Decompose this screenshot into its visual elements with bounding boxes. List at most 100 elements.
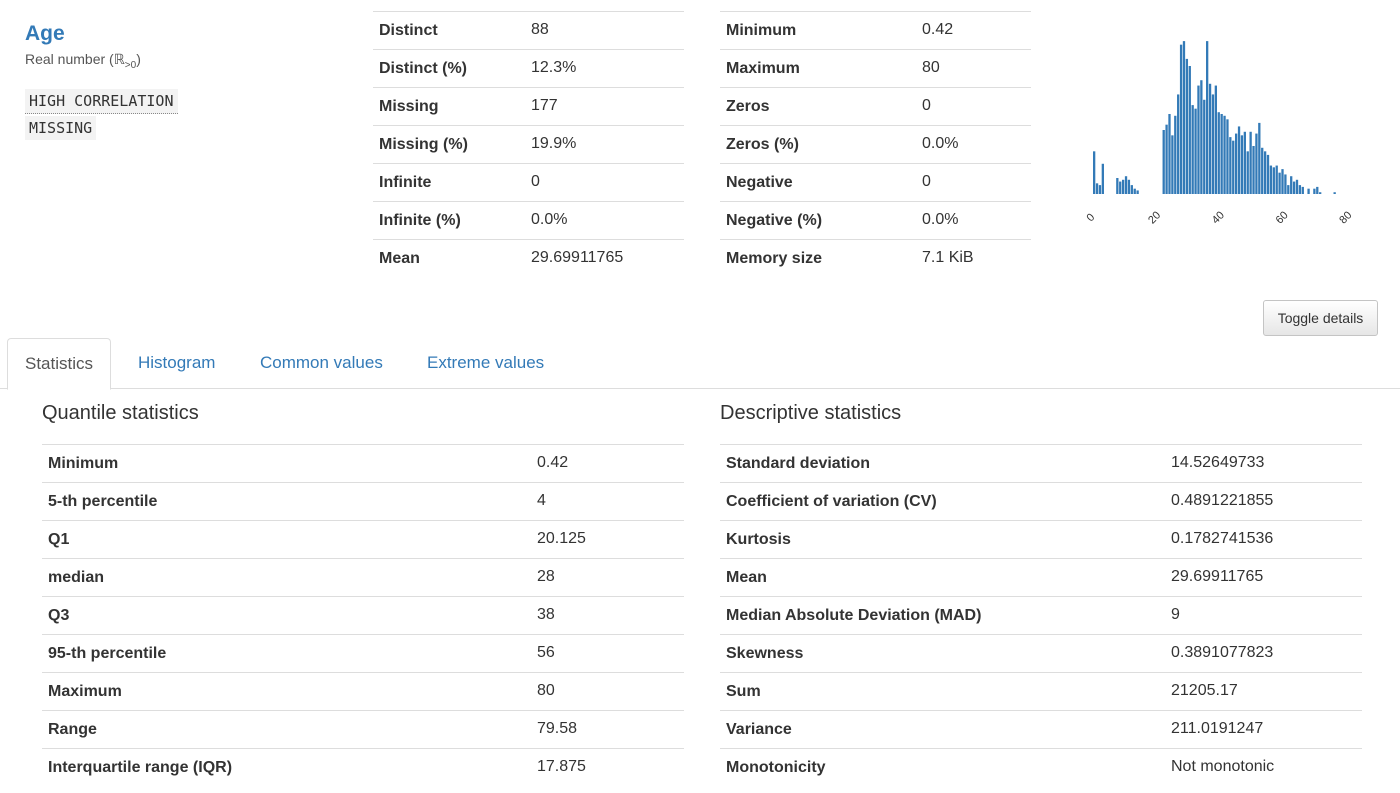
histogram-bar [1263, 151, 1267, 194]
histogram-bar [1171, 135, 1174, 194]
tab-histogram[interactable]: Histogram [138, 353, 216, 372]
row-label: Infinite [373, 163, 525, 202]
row-value: 14.52649733 [1165, 444, 1362, 483]
variable-type-label: Real number (ℝ [25, 51, 125, 67]
histogram-bar [1177, 94, 1180, 194]
row-label: Q3 [42, 596, 531, 635]
row-value: 12.3% [525, 49, 684, 88]
toggle-details-button[interactable]: Toggle details [1263, 300, 1378, 336]
variable-type-close: ) [136, 51, 141, 67]
overview-table-right: Minimum 0.42 Maximum 80 Zeros 0 Zeros (%) 0.… [720, 11, 1031, 278]
table-row: Range 79.58 [42, 710, 684, 749]
table-row: Kurtosis 0.1782741536 [720, 520, 1362, 559]
histogram-bar [1127, 179, 1131, 194]
row-value: 0.4891221855 [1165, 482, 1362, 521]
x-tick-label: 60 [1274, 209, 1291, 226]
row-label: median [42, 558, 531, 597]
row-value: 80 [916, 49, 1031, 88]
row-label: Range [42, 710, 531, 749]
histogram-bar [1292, 181, 1296, 194]
table-row: Median Absolute Deviation (MAD) 9 [720, 596, 1362, 635]
row-label: Distinct [373, 11, 525, 50]
tab-statistics[interactable]: Statistics [7, 338, 112, 390]
table-row: Coefficient of variation (CV) 0.489122185… [720, 482, 1362, 521]
histogram-bar [1200, 80, 1203, 194]
badge-missing: MISSING [25, 116, 97, 140]
table-row: Negative 0 [720, 163, 1031, 202]
row-value: 79.58 [531, 710, 684, 749]
row-label: Minimum [42, 444, 531, 483]
row-value: 7.1 KiB [916, 239, 1031, 278]
histogram-bar [1234, 133, 1238, 194]
histogram-bar [1098, 185, 1102, 194]
row-value: 80 [531, 672, 684, 711]
histogram-bar [1203, 99, 1206, 194]
table-row: Monotonicity Not monotonic [720, 748, 1362, 787]
row-label: Missing (%) [373, 125, 525, 164]
histogram-bar [1229, 137, 1232, 194]
histogram-bar [1179, 44, 1183, 194]
histogram-bar [1095, 183, 1099, 194]
histogram-bar [1249, 131, 1252, 194]
histogram-bar [1116, 178, 1119, 194]
tab-extreme-values[interactable]: Extreme values [427, 353, 545, 372]
row-value: 56 [531, 634, 684, 673]
table-row: Skewness 0.3891077823 [720, 634, 1362, 673]
row-label: Q1 [42, 520, 531, 559]
histogram-bar [1313, 188, 1316, 194]
row-value: 0.0% [916, 125, 1031, 164]
histogram-bar [1255, 133, 1258, 194]
row-label: Skewness [720, 634, 1165, 673]
row-value: Not monotonic [1165, 748, 1362, 787]
row-value: 88 [525, 11, 684, 50]
row-value: 17.875 [531, 748, 684, 787]
row-value: 28 [531, 558, 684, 597]
histogram-bar [1301, 186, 1304, 194]
tab-common-values[interactable]: Common values [260, 353, 383, 372]
table-row: Maximum 80 [42, 672, 684, 711]
row-value: 177 [525, 87, 684, 126]
row-value: 0 [916, 163, 1031, 202]
badge-high-correlation[interactable]: HIGH CORRELATION [25, 89, 178, 114]
histogram-bar [1281, 169, 1284, 194]
table-row: Memory size 7.1 KiB [720, 239, 1031, 278]
histogram-bar [1333, 192, 1336, 194]
row-label: Zeros [720, 87, 916, 126]
histogram-bar [1124, 176, 1128, 194]
histogram-bar [1272, 167, 1275, 194]
mini-histogram: 0 20 40 60 80 [1085, 41, 1354, 226]
histogram-bar [1240, 135, 1244, 194]
histogram-bar [1182, 41, 1186, 194]
histogram-bar [1316, 186, 1319, 194]
row-value: 4 [531, 482, 684, 521]
histogram-bar [1188, 66, 1191, 194]
histogram-bar [1298, 185, 1302, 194]
row-value: 0.0% [916, 201, 1031, 240]
row-label: Minimum [720, 11, 916, 50]
row-label: Zeros (%) [720, 125, 916, 164]
table-row: Q3 38 [42, 596, 684, 635]
histogram-bar [1208, 83, 1212, 194]
row-label: Interquartile range (IQR) [42, 748, 531, 787]
table-row: Mean 29.69911765 [720, 558, 1362, 597]
row-label: Missing [373, 87, 525, 126]
quantile-statistics-table: Minimum 0.42 5-th percentile 4 Q1 20.125 me… [42, 444, 684, 787]
table-row: Interquartile range (IQR) 17.875 [42, 748, 684, 787]
histogram-bar [1252, 146, 1255, 194]
histogram-bar [1197, 85, 1200, 194]
histogram-bar [1121, 179, 1125, 194]
row-value: 0 [525, 163, 684, 202]
row-label: Distinct (%) [373, 49, 525, 88]
table-row: Maximum 80 [720, 49, 1031, 88]
table-row: Negative (%) 0.0% [720, 201, 1031, 240]
row-label: 5-th percentile [42, 482, 531, 521]
histogram-bar [1214, 85, 1217, 194]
detail-tabs: Statistics Histogram Common values Extre… [0, 338, 1400, 390]
table-row: Infinite (%) 0.0% [373, 201, 684, 240]
row-label: Maximum [42, 672, 531, 711]
row-value: 29.69911765 [1165, 558, 1362, 597]
row-value: 0.1782741536 [1165, 520, 1362, 559]
histogram-bar [1130, 185, 1133, 194]
row-value: 0.0% [525, 201, 684, 240]
histogram-bar [1266, 154, 1270, 194]
